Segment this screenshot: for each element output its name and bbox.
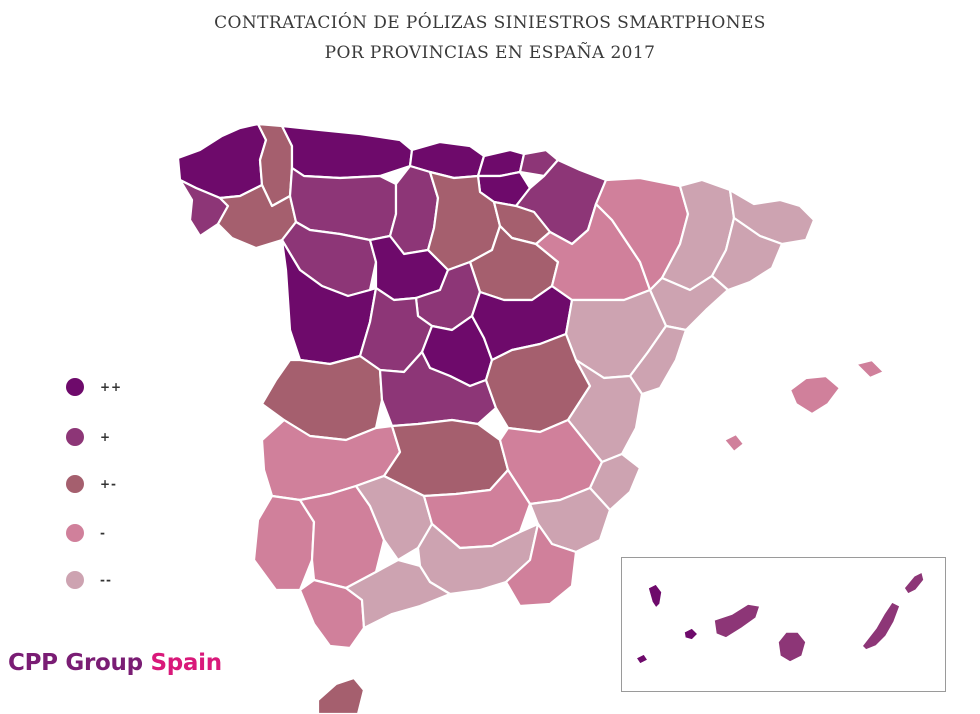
legend-swatch [66, 378, 84, 396]
legend-label: - [100, 526, 106, 540]
province-asturias[interactable] [280, 124, 414, 180]
island-la-gomera[interactable] [683, 627, 699, 641]
legend-swatch [66, 571, 84, 589]
legend-swatch [66, 428, 84, 446]
legend-item-low: - [66, 524, 136, 544]
legend-label: ++ [100, 380, 123, 394]
island-la-palma[interactable] [647, 583, 663, 609]
legend-item-very-high: ++ [66, 378, 136, 398]
legend-label: -- [100, 573, 112, 587]
brand-name: CPP Group [8, 650, 151, 676]
legend-swatch [66, 524, 84, 542]
province-barcelona[interactable] [710, 216, 784, 292]
province-menorca[interactable] [854, 358, 886, 380]
legend-item-very-low: -- [66, 571, 136, 591]
map-title-line-1: CONTRATACIÓN DE PÓLIZAS SINIESTROS SMART… [214, 13, 766, 33]
province-ibiza[interactable] [722, 432, 746, 454]
brand-logo-text: CPP Group Spain [8, 650, 222, 676]
canary-islands-map [635, 571, 925, 665]
brand-region: Spain [150, 650, 222, 676]
province-mallorca[interactable] [788, 374, 842, 416]
map-title-line-2: POR PROVINCIAS EN ESPAÑA 2017 [324, 43, 656, 63]
province-malaga[interactable] [344, 558, 452, 630]
legend-item-high: + [66, 428, 136, 448]
island-gran-canaria[interactable] [777, 631, 807, 663]
canary-islands-inset [621, 557, 946, 692]
island-lanzarote[interactable] [903, 571, 925, 595]
legend-label: + [100, 430, 112, 444]
legend-swatch [66, 475, 84, 493]
map-title: CONTRATACIÓN DE PÓLIZAS SINIESTROS SMART… [0, 8, 980, 68]
legend-label: +- [100, 477, 118, 491]
province-castellon[interactable] [628, 324, 688, 396]
province-ceuta[interactable] [316, 676, 366, 714]
province-almeria[interactable] [504, 522, 578, 608]
island-fuerteventura[interactable] [861, 601, 901, 651]
province-huelva[interactable] [252, 494, 316, 592]
island-el-hierro[interactable] [635, 653, 649, 665]
island-tenerife[interactable] [713, 603, 761, 639]
legend-item-medium: +- [66, 475, 136, 495]
